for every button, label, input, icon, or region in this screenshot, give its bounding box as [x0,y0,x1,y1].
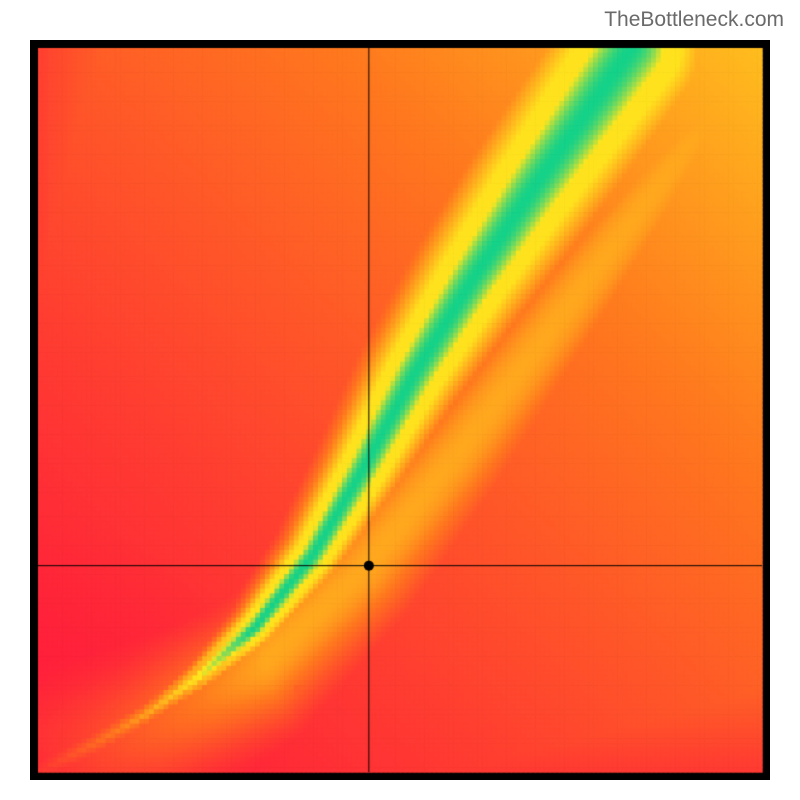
chart-container: TheBottleneck.com [0,0,800,800]
watermark-text: TheBottleneck.com [604,8,784,32]
plot-frame [30,40,770,780]
heatmap-canvas [30,40,770,780]
